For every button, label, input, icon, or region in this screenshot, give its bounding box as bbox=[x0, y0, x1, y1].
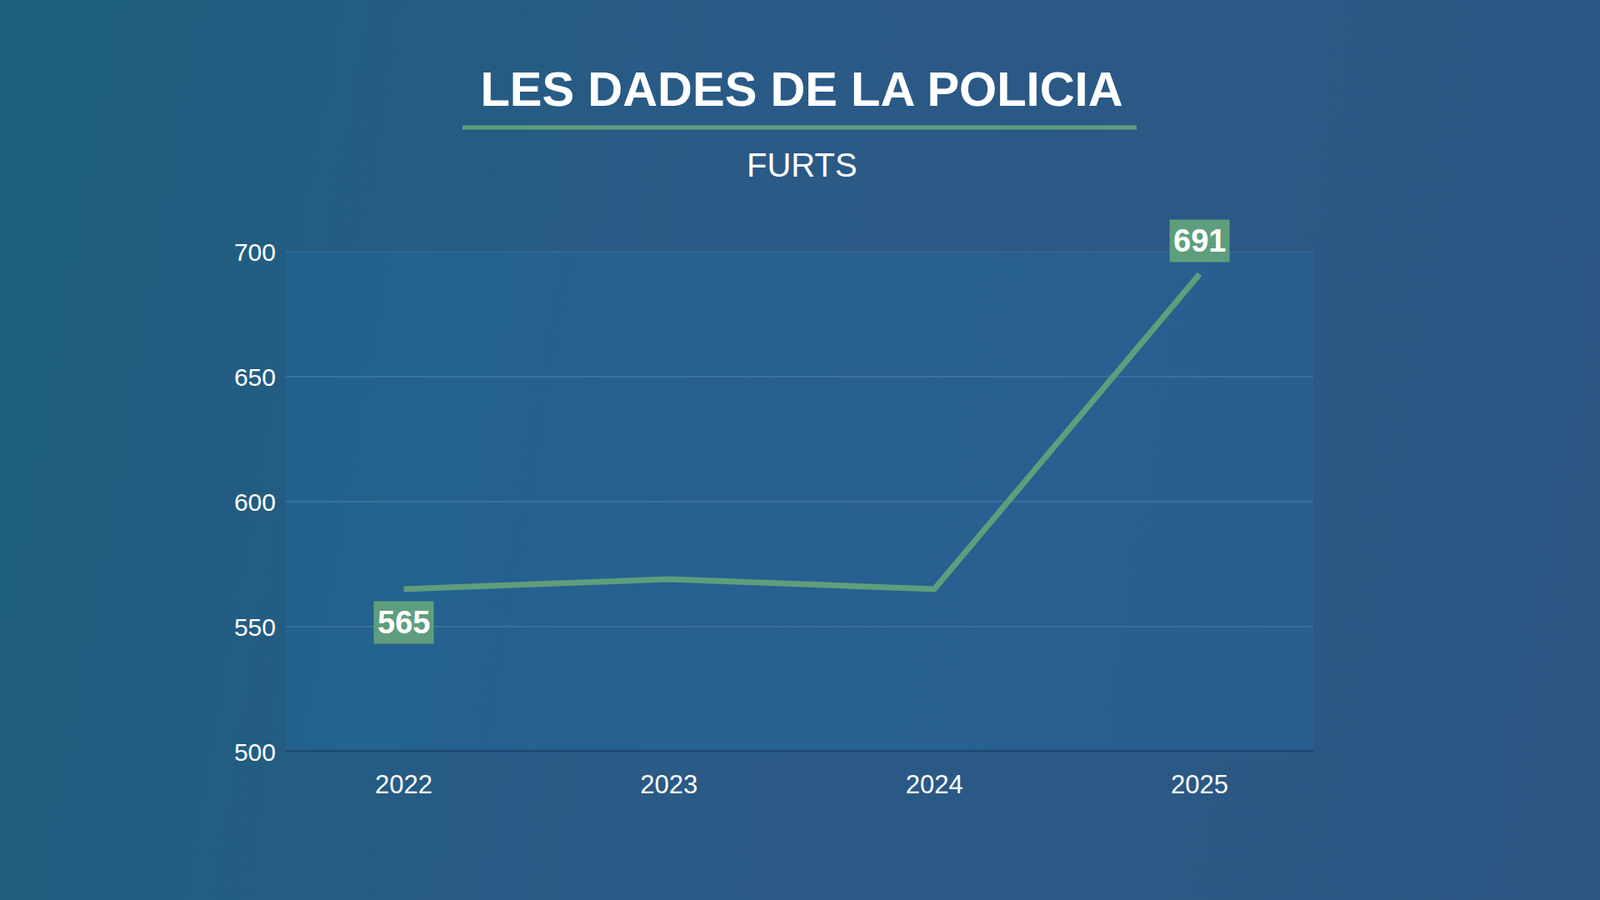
svg-text:700: 700 bbox=[234, 238, 276, 266]
svg-text:565: 565 bbox=[377, 605, 430, 640]
svg-text:2022: 2022 bbox=[375, 770, 433, 800]
svg-text:650: 650 bbox=[234, 363, 276, 391]
svg-text:2024: 2024 bbox=[905, 770, 964, 800]
svg-text:550: 550 bbox=[234, 613, 276, 641]
svg-text:2023: 2023 bbox=[640, 770, 698, 800]
svg-text:2025: 2025 bbox=[1170, 770, 1229, 800]
svg-text:691: 691 bbox=[1173, 223, 1226, 259]
svg-text:LES DADES DE LA POLICIA: LES DADES DE LA POLICIA bbox=[480, 61, 1123, 116]
svg-text:600: 600 bbox=[234, 488, 276, 516]
svg-text:FURTS: FURTS bbox=[746, 146, 858, 184]
svg-text:500: 500 bbox=[234, 738, 276, 766]
